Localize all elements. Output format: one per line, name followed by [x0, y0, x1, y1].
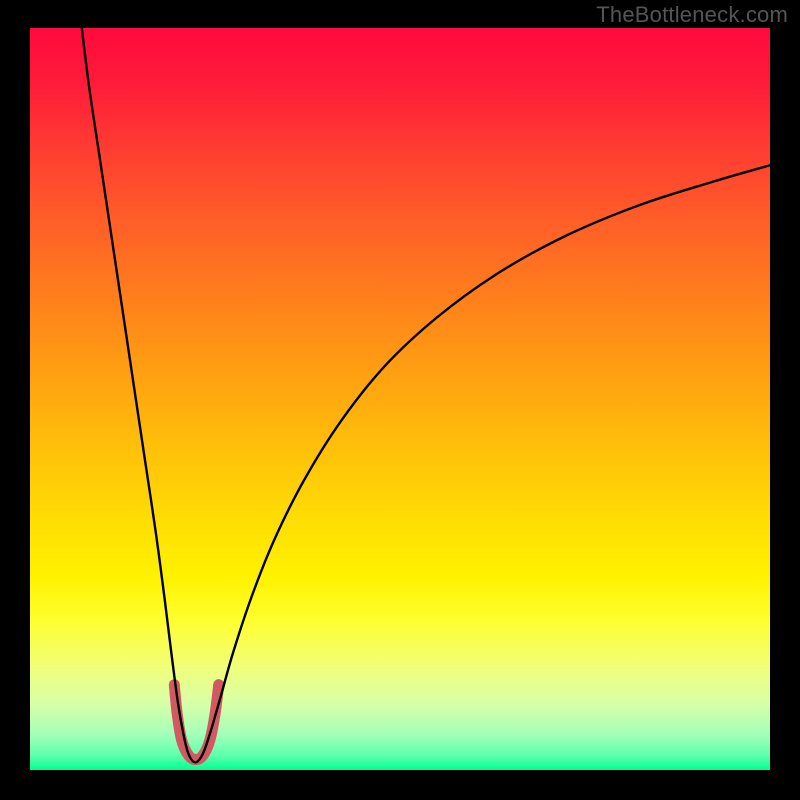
bottleneck-chart: [0, 0, 800, 800]
watermark-text: TheBottleneck.com: [596, 2, 788, 28]
gradient-background: [30, 28, 770, 770]
